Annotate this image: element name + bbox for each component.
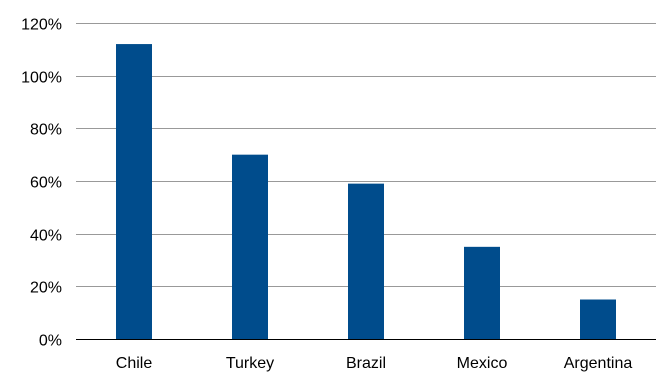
y-tick-label: 120% [21,17,62,34]
x-category-label: Brazil [346,355,386,372]
bar-argentina [580,299,616,339]
y-tick-label: 80% [30,122,62,139]
x-category-label: Mexico [457,355,508,372]
bar-chile [116,44,152,340]
bars [116,44,616,340]
bar-brazil [348,183,384,339]
bar-mexico [464,246,500,339]
y-tick-labels: 0% 20% 40% 60% 80% 100% 120% [21,17,62,350]
gridlines [76,23,656,287]
x-category-labels: Chile Turkey Brazil Mexico Argentina [116,355,633,372]
x-category-label: Chile [116,355,153,372]
y-tick-label: 20% [30,280,62,297]
bar-turkey [232,154,268,339]
y-tick-label: 60% [30,175,62,192]
y-tick-label: 100% [21,70,62,87]
y-tick-label: 40% [30,228,62,245]
x-category-label: Argentina [564,355,633,372]
x-category-label: Turkey [226,355,274,372]
y-tick-label: 0% [39,333,62,350]
